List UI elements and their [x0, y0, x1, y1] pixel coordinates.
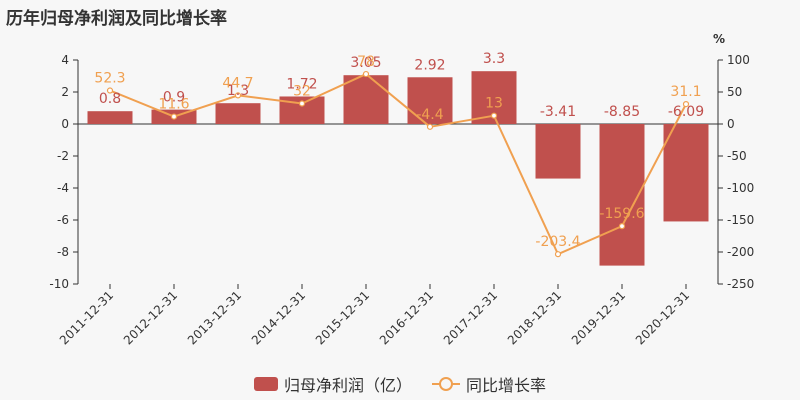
left-tick-label: -2 [57, 149, 69, 163]
left-tick-label: -8 [57, 245, 69, 259]
x-tick-label: 2014-12-31 [249, 288, 308, 347]
growth-data-label: -203.4 [535, 234, 580, 250]
x-tick-label: 2020-12-31 [633, 288, 692, 347]
right-tick-label: 50 [727, 85, 742, 99]
growth-line [109, 72, 687, 256]
growth-point [554, 251, 562, 258]
left-tick-label: 0 [61, 117, 69, 131]
x-tick-label: 2015-12-31 [313, 288, 372, 347]
x-tick-label: 2019-12-31 [569, 288, 628, 347]
bar-data-label: -6.09 [668, 104, 704, 120]
right-tick-label: 0 [727, 117, 735, 131]
left-tick-label: -10 [49, 277, 69, 291]
bar [535, 124, 581, 179]
bar [407, 77, 453, 124]
growth-point [362, 70, 370, 78]
growth-data-label: 32 [293, 84, 311, 100]
bar-data-label: 1.72 [286, 76, 317, 92]
bar-data-label: -8.85 [604, 104, 640, 120]
left-tick-label: 2 [61, 85, 69, 99]
growth-point [490, 112, 498, 119]
growth-point [618, 223, 626, 230]
bar [343, 75, 389, 124]
right-tick-label: 100 [727, 53, 750, 67]
growth-data-label: 13 [485, 96, 503, 112]
bar [215, 103, 261, 124]
growth-data-label: 11.6 [158, 97, 189, 113]
growth-data-label: 44.7 [222, 75, 253, 91]
right-tick-label: -50 [727, 149, 747, 163]
legend-label-growth: 同比增长率 [466, 376, 547, 395]
growth-data-label: 31.1 [670, 84, 701, 100]
bar-data-label: 3.05 [350, 55, 381, 71]
x-tick-label: 2013-12-31 [185, 288, 244, 347]
bar-data-label: 2.92 [414, 57, 445, 73]
legend-label-profit: 归母净利润（亿） [283, 376, 412, 395]
growth-data-label: 78 [357, 54, 375, 70]
growth-point [170, 113, 178, 120]
bar-data-label: 0.8 [99, 91, 121, 107]
right-axis-unit-label: % [713, 32, 725, 46]
left-tick-label: 4 [61, 53, 69, 67]
x-tick-label: 2017-12-31 [441, 288, 500, 347]
growth-data-label: -4.4 [416, 107, 443, 123]
legend-item-profit[interactable]: 归母净利润（亿） [253, 372, 412, 396]
growth-point [426, 123, 434, 130]
growth-data-label: -159.6 [599, 206, 644, 222]
legend-line-swatch [432, 377, 460, 391]
x-tick-label: 2016-12-31 [377, 288, 436, 347]
legend-bar-swatch [253, 377, 278, 391]
bar-data-label: 1.3 [227, 83, 249, 99]
x-tick-label: 2011-12-31 [57, 288, 116, 347]
left-tick-label: -4 [57, 181, 69, 195]
legend: 归母净利润（亿） 同比增长率 [0, 372, 800, 396]
bar [87, 111, 133, 124]
right-tick-label: -200 [727, 245, 754, 259]
bar-data-label: 0.9 [163, 90, 185, 106]
right-tick-label: -150 [727, 213, 754, 227]
legend-item-growth[interactable]: 同比增长率 [432, 372, 546, 396]
growth-point [298, 100, 306, 107]
left-tick-label: -6 [57, 213, 69, 227]
growth-point [106, 87, 114, 94]
bar [599, 124, 645, 266]
growth-point [234, 92, 242, 99]
bar [663, 124, 709, 222]
right-tick-label: -100 [727, 181, 754, 195]
growth-point [682, 100, 690, 108]
chart-title: 历年归母净利润及同比增长率 [6, 9, 227, 29]
right-tick-label: -250 [727, 277, 754, 291]
x-tick-label: 2012-12-31 [121, 288, 180, 347]
bar-data-label: -3.41 [540, 104, 576, 120]
bar-data-label: 3.3 [483, 51, 505, 67]
x-tick-label: 2018-12-31 [505, 288, 564, 347]
growth-data-label: 52.3 [94, 71, 125, 87]
